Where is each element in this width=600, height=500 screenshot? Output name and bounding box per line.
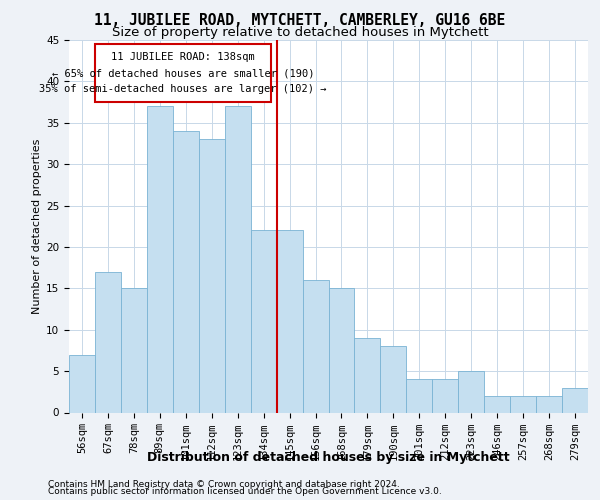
Bar <box>199 140 224 412</box>
Text: 11, JUBILEE ROAD, MYTCHETT, CAMBERLEY, GU16 6BE: 11, JUBILEE ROAD, MYTCHETT, CAMBERLEY, G… <box>94 13 506 28</box>
Bar <box>225 106 251 412</box>
Bar <box>433 380 458 412</box>
Bar <box>302 280 329 412</box>
Bar <box>251 230 277 412</box>
Text: Contains HM Land Registry data © Crown copyright and database right 2024.: Contains HM Land Registry data © Crown c… <box>48 480 400 489</box>
Bar <box>121 288 147 412</box>
Text: ← 65% of detached houses are smaller (190): ← 65% of detached houses are smaller (19… <box>52 68 314 78</box>
Bar <box>69 354 95 412</box>
Bar <box>562 388 588 412</box>
Text: 35% of semi-detached houses are larger (102) →: 35% of semi-detached houses are larger (… <box>40 84 327 94</box>
Bar <box>147 106 173 412</box>
Text: 11 JUBILEE ROAD: 138sqm: 11 JUBILEE ROAD: 138sqm <box>112 52 255 62</box>
Y-axis label: Number of detached properties: Number of detached properties <box>32 138 42 314</box>
Bar <box>484 396 510 412</box>
FancyBboxPatch shape <box>95 44 271 102</box>
Bar <box>510 396 536 412</box>
Bar <box>173 131 199 412</box>
Bar <box>406 380 432 412</box>
Bar <box>355 338 380 412</box>
Bar <box>277 230 302 412</box>
Text: Contains public sector information licensed under the Open Government Licence v3: Contains public sector information licen… <box>48 487 442 496</box>
Bar <box>380 346 406 412</box>
Text: Distribution of detached houses by size in Mytchett: Distribution of detached houses by size … <box>148 451 510 464</box>
Bar <box>329 288 355 412</box>
Bar <box>458 371 484 412</box>
Bar <box>95 272 121 412</box>
Bar <box>536 396 562 412</box>
Text: Size of property relative to detached houses in Mytchett: Size of property relative to detached ho… <box>112 26 488 39</box>
